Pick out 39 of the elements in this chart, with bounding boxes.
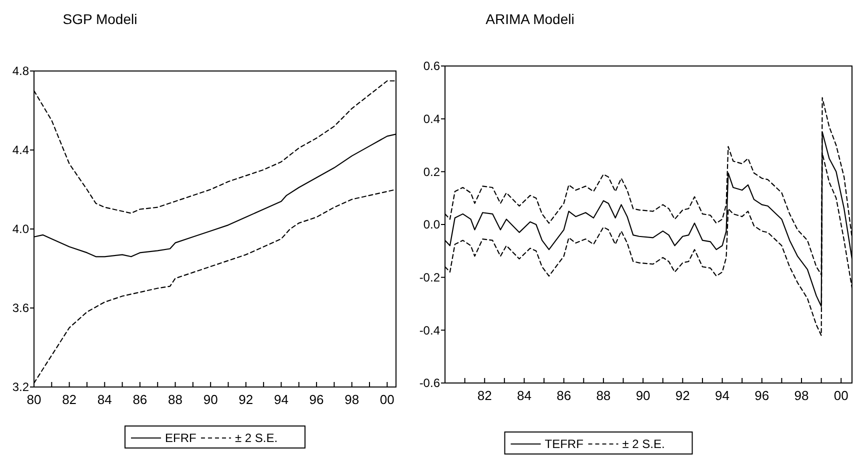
x-tick-label: 82: [62, 392, 77, 407]
y-tick-label: 3.6: [12, 301, 30, 316]
x-tick-label: 82: [477, 388, 492, 403]
chart-title: SGP Modeli: [62, 11, 138, 27]
y-tick-label: -0.6: [419, 376, 440, 390]
y-tick-label: 0.6: [423, 59, 440, 74]
y-tick-label: -0.4: [419, 323, 440, 338]
x-tick-label: 84: [516, 388, 532, 403]
x-tick-label: 84: [97, 392, 112, 407]
x-tick-label: 86: [556, 388, 572, 403]
x-tick-label: 94: [715, 388, 730, 403]
x-tick-label: 98: [344, 392, 360, 407]
x-tick-label: 96: [754, 388, 770, 403]
y-tick-label: 3.2: [12, 380, 30, 394]
legend-label: ± 2 S.E.: [622, 437, 665, 452]
y-tick-label: 4.8: [12, 64, 30, 78]
y-tick-label: 4.0: [12, 222, 30, 236]
x-tick-label: 90: [636, 388, 650, 403]
x-tick-label: 00: [834, 388, 848, 403]
legend-label: ± 2 S.E.: [235, 431, 278, 446]
legend-label: TEFRF: [544, 437, 584, 452]
y-tick-label: -0.2: [419, 270, 440, 285]
y-tick-label: 4.4: [12, 143, 30, 158]
y-tick-label: 0.0: [423, 218, 440, 232]
x-tick-label: 80: [26, 392, 42, 407]
x-tick-label: 86: [132, 392, 148, 407]
legend-label: EFRF: [165, 431, 196, 446]
x-tick-label: 96: [309, 392, 324, 407]
x-tick-label: 94: [274, 392, 288, 407]
x-tick-label: 92: [238, 392, 254, 407]
chart-title: ARIMA Modeli: [486, 11, 574, 27]
x-tick-label: 90: [203, 392, 218, 407]
y-tick-label: 0.2: [423, 164, 440, 179]
x-tick-label: 92: [675, 388, 690, 403]
y-tick-label: 0.4: [423, 112, 440, 126]
x-tick-label: 98: [794, 388, 809, 403]
x-tick-label: 88: [596, 388, 611, 403]
x-tick-label: 00: [380, 392, 394, 407]
x-tick-label: 88: [168, 392, 183, 407]
